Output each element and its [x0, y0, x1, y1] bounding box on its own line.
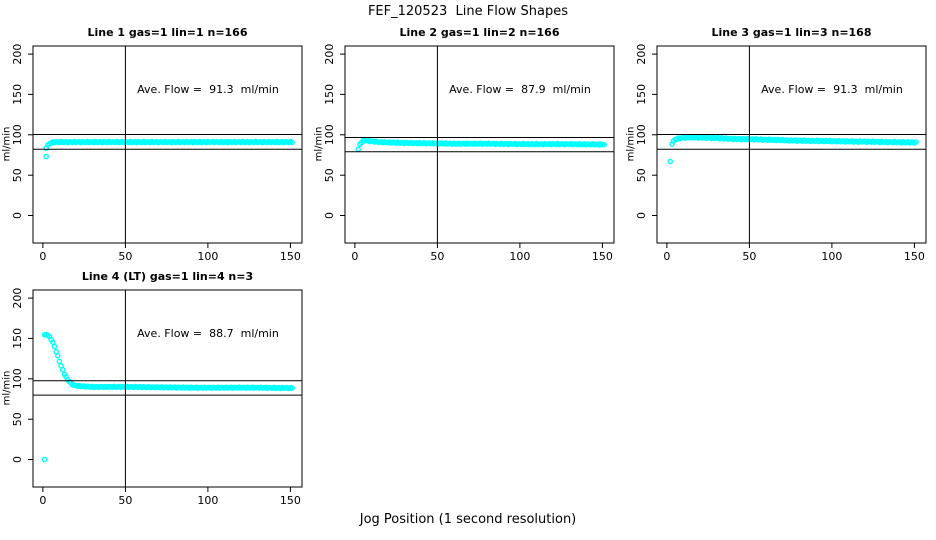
svg-text:150: 150 — [592, 250, 613, 263]
svg-text:50: 50 — [118, 250, 132, 263]
panel-line-2-plot: 0 50 100 150 0 50 100 150 200 — [323, 44, 615, 263]
panel-line-3-ylabel: ml/min — [625, 126, 637, 162]
svg-text:50: 50 — [430, 250, 444, 263]
panel-line-1-plot: 0 50 100 150 0 50 100 150 200 — [11, 44, 303, 263]
panel-line-2-ylabel: ml/min — [313, 126, 325, 162]
svg-text:0: 0 — [11, 212, 24, 219]
svg-text:50: 50 — [323, 168, 336, 182]
svg-text:200: 200 — [323, 44, 336, 65]
panel-line-4-plot: 0 50 100 150 0 50 100 150 200 — [11, 288, 303, 507]
panel-line-4-ylabel: ml/min — [1, 370, 13, 406]
svg-text:150: 150 — [11, 84, 24, 105]
svg-text:0: 0 — [39, 494, 46, 507]
svg-text:150: 150 — [323, 84, 336, 105]
svg-text:50: 50 — [11, 168, 24, 182]
panel-line-4: 0 50 100 150 0 50 100 150 200 Line 4 (LT) gas=1 … — [0, 270, 312, 514]
svg-text:0: 0 — [323, 212, 336, 219]
panel-line-3-plot: 0 50 100 150 0 50 100 150 200 — [635, 44, 927, 263]
panel-line-4-title: Line 4 (LT) gas=1 lin=4 n=3 — [81, 270, 254, 283]
panel-line-4-ave-flow: Ave. Flow = 88.7 ml/min — [137, 327, 279, 340]
panel-line-2-title: Line 2 gas=1 lin=2 n=166 — [399, 26, 560, 39]
panel-line-3-title: Line 3 gas=1 lin=3 n=168 — [711, 26, 872, 39]
svg-text:50: 50 — [635, 168, 648, 182]
svg-text:100: 100 — [197, 250, 218, 263]
svg-text:150: 150 — [280, 494, 301, 507]
panel-line-2: 0 50 100 150 0 50 100 150 200 Line 2 gas=1 lin=2… — [312, 26, 624, 270]
svg-text:100: 100 — [509, 250, 530, 263]
svg-text:150: 150 — [280, 250, 301, 263]
svg-text:0: 0 — [39, 250, 46, 263]
svg-text:100: 100 — [635, 124, 648, 145]
svg-text:150: 150 — [11, 328, 24, 349]
svg-text:50: 50 — [118, 494, 132, 507]
panel-line-1-title: Line 1 gas=1 lin=1 n=166 — [87, 26, 248, 39]
svg-text:100: 100 — [11, 124, 24, 145]
svg-text:100: 100 — [323, 124, 336, 145]
panel-line-1: 0 50 100 150 0 50 100 150 200 Line 1 gas=1 lin=1… — [0, 26, 312, 270]
svg-text:0: 0 — [351, 250, 358, 263]
svg-text:0: 0 — [635, 212, 648, 219]
panel-line-1-ylabel: ml/min — [1, 126, 13, 162]
panel-line-3: 0 50 100 150 0 50 100 150 200 Line 3 gas=1 lin=3… — [624, 26, 936, 270]
svg-text:50: 50 — [11, 412, 24, 426]
svg-text:200: 200 — [11, 288, 24, 309]
figure-xlabel: Jog Position (1 second resolution) — [359, 512, 577, 527]
panel-line-2-ave-flow: Ave. Flow = 87.9 ml/min — [449, 83, 591, 96]
figure-title: FEF_120523 Line Flow Shapes — [367, 4, 569, 19]
svg-text:0: 0 — [663, 250, 670, 263]
svg-text:50: 50 — [742, 250, 756, 263]
svg-text:150: 150 — [635, 84, 648, 105]
panel-line-3-ave-flow: Ave. Flow = 91.3 ml/min — [761, 83, 903, 96]
svg-text:100: 100 — [821, 250, 842, 263]
svg-text:100: 100 — [11, 368, 24, 389]
svg-text:200: 200 — [11, 44, 24, 65]
panel-line-1-ave-flow: Ave. Flow = 91.3 ml/min — [137, 83, 279, 96]
svg-text:200: 200 — [635, 44, 648, 65]
svg-text:150: 150 — [904, 250, 925, 263]
svg-text:0: 0 — [11, 456, 24, 463]
svg-text:100: 100 — [197, 494, 218, 507]
